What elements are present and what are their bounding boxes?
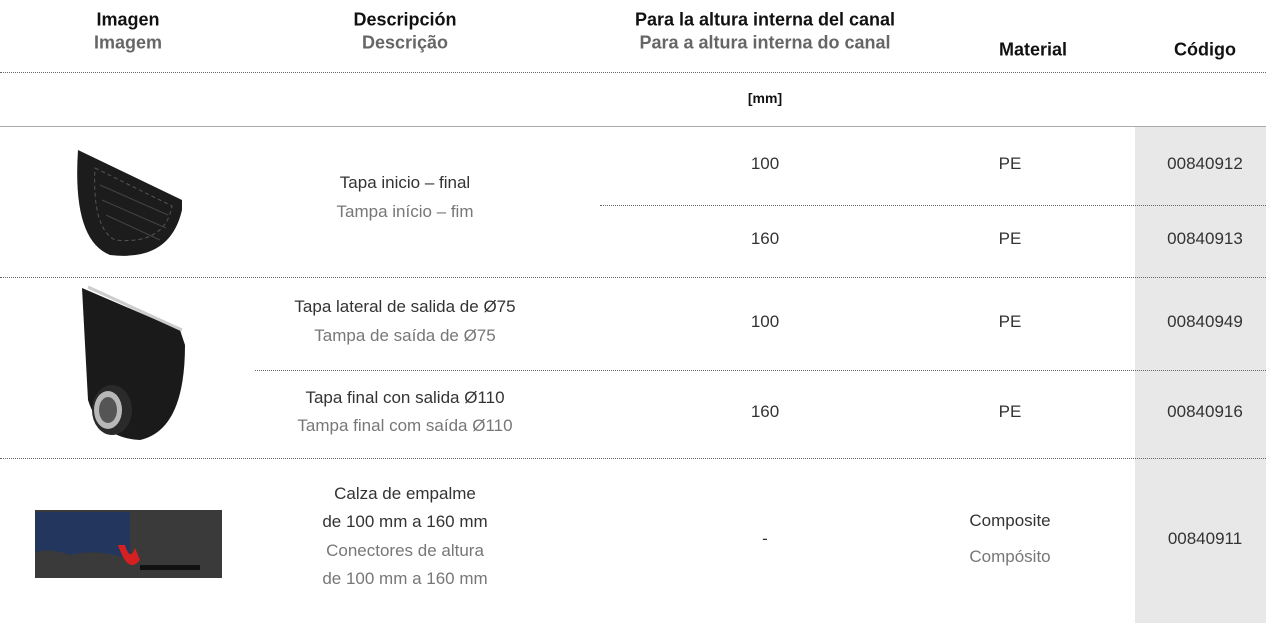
cell-text: PE xyxy=(998,311,1022,331)
cell-text: 160 xyxy=(750,229,780,248)
cell-text: PE xyxy=(998,402,1022,421)
divider xyxy=(0,277,1266,278)
cell-text: Composite xyxy=(969,510,1051,530)
cell-text: 160 xyxy=(750,402,780,421)
cell-text: Material xyxy=(998,39,1068,60)
cell-text: Tampa final com saída Ø110 xyxy=(297,416,513,436)
cell-text: - xyxy=(762,528,768,548)
cell-text: Imagem xyxy=(93,32,163,53)
cell-text: 00840949 xyxy=(1167,311,1243,331)
cell-text: Para la altura interna del canal xyxy=(634,9,896,30)
cell-text: PE xyxy=(998,229,1022,248)
cell-text: Tampa de saída de Ø75 xyxy=(314,325,496,345)
cell-text: Tapa final con salida Ø110 xyxy=(305,387,505,407)
cell-text: Tapa lateral de salida de Ø75 xyxy=(294,297,516,317)
cell-text: Tampa início – fim xyxy=(336,201,474,221)
cell-text: Compósito xyxy=(969,546,1051,566)
end-cap-image xyxy=(77,150,182,256)
cell-text: Conectores de altura xyxy=(326,540,484,560)
cell-text: de 100 mm a 160 mm xyxy=(322,569,488,589)
divider xyxy=(255,370,1266,371)
cell-text: 100 xyxy=(750,311,780,331)
cell-text: 00840912 xyxy=(1167,153,1243,173)
cell-text: 00840916 xyxy=(1167,402,1243,421)
cell-text: 100 xyxy=(750,153,780,173)
cell-text: Descripción xyxy=(353,9,457,30)
cell-text: Código xyxy=(1174,39,1236,60)
divider xyxy=(0,126,1266,127)
cell-text: [mm] xyxy=(747,90,783,106)
cell-text: Descrição xyxy=(361,32,449,53)
divider xyxy=(0,458,1266,459)
cell-text: Calza de empalme xyxy=(334,483,476,503)
connector-image xyxy=(35,510,222,578)
cell-text: 00840913 xyxy=(1167,229,1243,248)
divider xyxy=(0,72,1266,73)
cell-text: de 100 mm a 160 mm xyxy=(322,512,488,532)
cell-text: Tapa inicio – final xyxy=(339,173,471,193)
cell-text: Imagen xyxy=(96,9,160,30)
divider xyxy=(600,205,1266,206)
outlet-cap-image xyxy=(82,285,185,440)
cell-text: 00840911 xyxy=(1167,528,1243,548)
code-column-bg xyxy=(1135,127,1266,623)
cell-text: Para a altura interna do canal xyxy=(639,32,891,53)
cell-text: PE xyxy=(998,153,1022,173)
